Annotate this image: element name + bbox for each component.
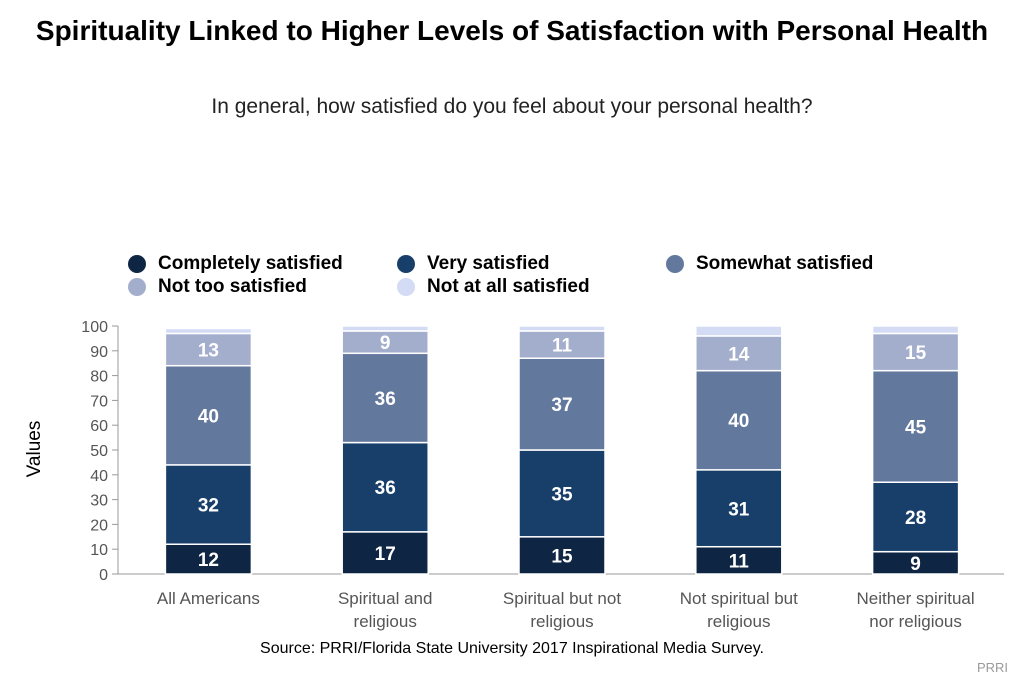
data-label: 32 — [198, 496, 219, 517]
legend: Completely satisfied Very satisfied Some… — [128, 253, 948, 301]
data-label: 13 — [198, 341, 219, 362]
bar-segment-completely-satisfied — [518, 536, 606, 575]
chart-title: Spirituality Linked to Higher Levels of … — [35, 15, 989, 46]
bars: 12 32 40 13 17 36 36 9 15 35 37 11 11 31 40 14 9 28 45 15 — [164, 325, 960, 575]
bar-segment-very-satisfied — [695, 469, 783, 548]
data-label: 37 — [551, 395, 572, 416]
data-label: 40 — [198, 406, 219, 427]
y-tick-label: 90 — [90, 344, 108, 361]
bar-segment-very-satisfied — [164, 464, 253, 545]
legend-label-completely-satisfied: Completely satisfied — [158, 253, 343, 274]
data-label: 45 — [905, 417, 927, 438]
chart-subtitle: In general, how satisfied do you feel ab… — [211, 95, 813, 118]
data-label: 9 — [380, 333, 391, 354]
bar-segment-completely-satisfied — [164, 543, 253, 575]
data-label: 11 — [729, 551, 750, 572]
y-axis-label: Values — [24, 421, 45, 478]
y-tick-label: 50 — [90, 443, 108, 460]
bar-segment-somewhat-satisfied — [695, 369, 783, 471]
bar-segment-not-at-all-satisfied — [518, 325, 606, 332]
legend-item-somewhat-satisfied: Somewhat satisfied — [666, 253, 873, 275]
y-tick-label: 60 — [90, 418, 108, 435]
bar-segment-not-at-all-satisfied — [341, 325, 429, 332]
bar-stack-not-spiritual-but-religious: 11 31 40 14 — [695, 325, 783, 575]
data-label: 15 — [551, 546, 573, 567]
bar-segment-very-satisfied — [871, 481, 960, 553]
data-label: 36 — [375, 389, 396, 410]
bar-segment-not-at-all-satisfied — [871, 325, 960, 335]
prri-credit: PRRI — [976, 660, 1008, 675]
y-tick-label: 100 — [81, 319, 108, 336]
bar-segment-not-too-satisfied — [695, 335, 783, 372]
y-tick-label: 0 — [99, 567, 108, 584]
y-tick-label: 80 — [90, 369, 108, 386]
legend-label-not-too-satisfied: Not too satisfied — [158, 276, 307, 297]
legend-label-not-at-all-satisfied: Not at all satisfied — [427, 276, 590, 297]
legend-label-somewhat-satisfied: Somewhat satisfied — [696, 253, 874, 274]
bar-segment-very-satisfied — [518, 449, 606, 538]
bar-stack-spiritual-but-not-religious: 15 35 37 11 — [518, 325, 606, 575]
y-tick-label: 30 — [90, 493, 108, 510]
source-note: Source: PRRI/Florida State University 20… — [260, 640, 764, 657]
legend-swatch-not-at-all-satisfied — [397, 278, 415, 296]
legend-swatch-completely-satisfied — [128, 255, 146, 273]
data-label: 12 — [198, 550, 219, 571]
y-tick-label: 70 — [90, 393, 108, 410]
data-label: 31 — [728, 499, 750, 520]
x-tick-label-not-spiritual-but-religious: Not spiritual but religious — [680, 589, 798, 631]
bar-segment-somewhat-satisfied — [164, 364, 253, 466]
bar-segment-somewhat-satisfied — [871, 369, 960, 483]
data-label: 40 — [728, 411, 749, 432]
x-tick-label-neither-spiritual-nor-religious: Neither spiritual nor religious — [857, 589, 975, 631]
legend-item-not-at-all-satisfied: Not at all satisfied — [397, 276, 590, 298]
bar-stack-neither-spiritual-nor-religious: 9 28 45 15 — [871, 325, 960, 575]
bar-segment-somewhat-satisfied — [341, 352, 429, 444]
data-label: 36 — [375, 478, 396, 499]
data-label: 9 — [910, 554, 921, 575]
legend-item-very-satisfied: Very satisfied — [397, 253, 550, 275]
bar-stack-all-americans: 12 32 40 13 — [164, 327, 253, 575]
legend-item-not-too-satisfied: Not too satisfied — [128, 276, 307, 298]
legend-swatch-very-satisfied — [397, 255, 415, 273]
data-label: 14 — [728, 344, 750, 365]
x-axis: All Americans Spiritual and religious Spiri… — [157, 589, 975, 631]
y-tick-label: 40 — [90, 468, 108, 485]
bar-stack-spiritual-and-religious: 17 36 36 9 — [341, 325, 429, 575]
bar-segment-not-too-satisfied — [871, 332, 960, 372]
legend-item-completely-satisfied: Completely satisfied — [128, 253, 343, 275]
data-label: 15 — [905, 343, 927, 364]
bar-segment-not-at-all-satisfied — [164, 327, 253, 335]
bar-segment-not-at-all-satisfied — [695, 325, 783, 337]
data-label: 28 — [905, 508, 926, 529]
legend-swatch-not-too-satisfied — [128, 278, 146, 296]
legend-swatch-somewhat-satisfied — [666, 255, 684, 273]
legend-label-very-satisfied: Very satisfied — [427, 253, 550, 274]
y-axis: 0 10 20 30 40 50 60 70 80 90 100 — [81, 319, 1004, 584]
data-label: 11 — [552, 336, 573, 357]
y-tick-label: 20 — [90, 517, 108, 534]
bar-segment-somewhat-satisfied — [518, 357, 606, 451]
x-tick-label-all-americans: All Americans — [157, 589, 260, 608]
x-tick-label-spiritual-but-not-religious: Spiritual but not religious — [503, 589, 621, 631]
bar-segment-completely-satisfied — [695, 545, 783, 575]
data-label: 35 — [551, 484, 573, 505]
x-tick-label-spiritual-and-religious: Spiritual and religious — [338, 589, 433, 631]
y-tick-label: 10 — [90, 542, 108, 559]
data-label: 17 — [375, 544, 396, 565]
